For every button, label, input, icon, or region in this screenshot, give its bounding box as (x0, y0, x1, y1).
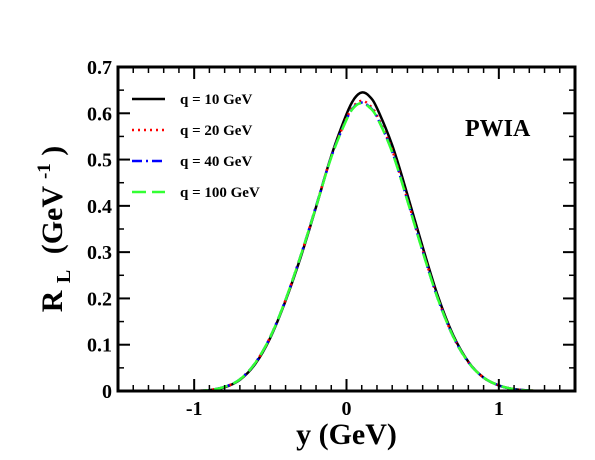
y-tick-label: 0.5 (87, 150, 112, 172)
x-tick-label: 1 (494, 398, 504, 420)
y-axis-title: R L (GeV -1 ) (24, 146, 77, 313)
y-tick-label: 0.1 (87, 335, 112, 357)
y-axis-title-unit: (GeV (36, 186, 69, 255)
y-axis-title-main: R (36, 290, 69, 312)
legend-label-1: q = 10 GeV (180, 92, 252, 108)
y-tick-label: 0 (102, 381, 112, 403)
x-axis-title: y (GeV) (296, 418, 397, 451)
series-line-2 (194, 99, 545, 393)
legend-label-4: q = 100 GeV (180, 185, 260, 201)
y-tick-label: 0.2 (87, 288, 112, 310)
legend-label-2: q = 20 GeV (180, 123, 252, 139)
y-tick-label: 0.7 (87, 57, 112, 79)
y-axis-title-superscript: -1 (34, 163, 55, 179)
ticks-layer: 0 0.1 0.2 0.3 0.4 0.5 0.6 0.7 -1 0 1 (87, 57, 575, 420)
y-axis-title-subscript: L (53, 270, 75, 283)
y-tick-label: 0.6 (87, 103, 112, 125)
x-tick-label: 0 (342, 398, 352, 420)
series-layer (194, 91, 545, 393)
legend-label-3: q = 40 GeV (180, 154, 252, 170)
legend: q = 10 GeV q = 20 GeV q = 40 GeV q = 100 Ge… (132, 92, 260, 201)
x-tick-label: -1 (186, 398, 203, 420)
series-line-3 (194, 101, 545, 393)
y-tick-label: 0.3 (87, 242, 112, 264)
series-line-4 (194, 101, 545, 393)
annotation-label: PWIA (465, 116, 531, 142)
y-tick-label: 0.4 (87, 196, 112, 218)
y-axis-title-close: ) (36, 146, 69, 156)
